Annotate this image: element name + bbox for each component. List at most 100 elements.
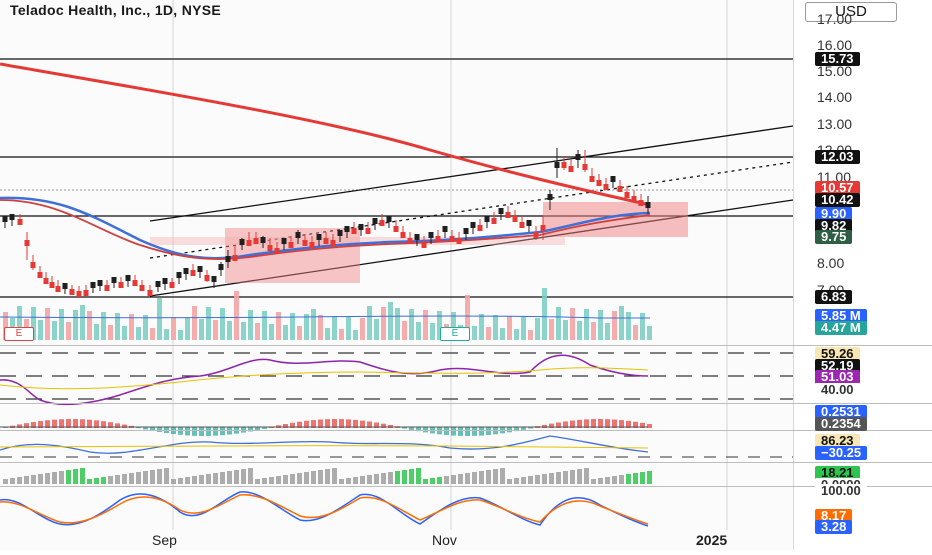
candle-body <box>302 240 308 246</box>
candle-body <box>323 238 329 244</box>
momentum-bar <box>255 479 260 484</box>
candle-body <box>183 268 189 274</box>
x-axis-label: Sep <box>152 532 177 548</box>
momentum-bar <box>115 475 120 484</box>
candle-body <box>30 262 36 268</box>
stoch-badge[interactable]: 8.17 <box>815 509 853 523</box>
macd-badge[interactable]: 0.2354 <box>815 417 867 431</box>
cci-badge[interactable]: −30.25 <box>815 446 868 460</box>
macd-histogram-bar <box>290 422 295 428</box>
price-axis[interactable] <box>793 0 932 550</box>
volume-bar <box>577 321 582 340</box>
macd-histogram-bar <box>353 419 358 428</box>
volume-badge[interactable]: 4.47 M <box>815 321 867 335</box>
momentum-bar <box>528 476 533 484</box>
candle-body <box>309 242 315 248</box>
momentum-bar <box>94 478 99 484</box>
rsi-badge[interactable]: 51.03 <box>815 370 860 384</box>
pane-separator[interactable] <box>0 430 932 431</box>
rsi-badge[interactable]: 52.19 <box>815 359 860 373</box>
momentum-bar <box>171 479 176 484</box>
macd-histogram-bar <box>206 427 211 436</box>
volume-bar <box>521 317 526 340</box>
volume-bar <box>290 313 295 340</box>
channel-mid-line <box>149 161 794 259</box>
price-badge[interactable]: 9.75 <box>815 230 853 244</box>
price-badge[interactable]: 9.82 <box>815 219 853 233</box>
macd-badge[interactable]: 0.2531 <box>815 405 867 419</box>
volume-bar <box>486 327 491 340</box>
stoch-badge[interactable]: 100.00 <box>815 484 867 498</box>
macd-histogram-bar <box>423 427 428 433</box>
candle-body <box>204 275 210 281</box>
momentum-bar <box>269 477 274 484</box>
macd-histogram-bar <box>563 421 568 428</box>
momentum-bar <box>73 469 78 484</box>
macd-histogram-bar <box>192 427 197 436</box>
volume-badge[interactable]: 5.85 M <box>815 309 867 323</box>
candle-body <box>147 290 153 296</box>
pane-separator[interactable] <box>0 462 932 463</box>
momentum-bar <box>129 473 134 484</box>
volume-bar <box>437 311 442 340</box>
candle-body <box>414 234 420 240</box>
candle-body <box>638 200 644 206</box>
volume-bar <box>45 308 50 340</box>
candle-body <box>316 234 322 240</box>
macd-histogram-bar <box>360 420 365 428</box>
price-badge[interactable]: 10.42 <box>815 193 860 207</box>
candle-body <box>421 242 427 248</box>
volume-bar <box>493 315 498 340</box>
price-badge[interactable]: 10.57 <box>815 181 860 195</box>
momentum-bar <box>479 471 484 484</box>
currency-selector[interactable]: USD <box>805 2 897 22</box>
pane-separator[interactable] <box>0 345 932 346</box>
momentum-bar <box>570 470 575 484</box>
earnings-marker[interactable]: E <box>440 327 470 341</box>
momentum-bar <box>24 476 29 484</box>
price-badge[interactable]: 15.73 <box>815 52 860 66</box>
chart-area[interactable] <box>0 0 794 550</box>
candle-body <box>554 162 560 168</box>
volume-bar <box>143 315 148 340</box>
price-badge[interactable]: 9.90 <box>815 207 853 221</box>
candle-body <box>2 216 8 222</box>
momentum-bar <box>486 470 491 484</box>
macd-histogram-bar <box>521 427 526 430</box>
cci-badge[interactable]: 86.23 <box>815 434 860 448</box>
chart-canvas[interactable] <box>0 0 794 550</box>
rsi-badge[interactable]: 59.26 <box>815 347 860 361</box>
volume-bar <box>283 325 288 340</box>
candle-body <box>519 222 525 228</box>
momentum-bar <box>339 479 344 484</box>
volume-bar <box>472 326 477 340</box>
momentum-bar <box>59 471 64 484</box>
volume-bar <box>318 315 323 340</box>
momentum-bar <box>38 474 43 484</box>
macd-histogram-bar <box>213 427 218 436</box>
stoch-badge[interactable]: 3.28 <box>815 520 853 534</box>
macd-histogram-bar <box>388 424 393 428</box>
volume-bar <box>612 311 617 340</box>
momentum-badge[interactable]: 18.21 <box>815 466 860 480</box>
macd-histogram-bar <box>444 427 449 436</box>
ema-20-line <box>0 199 651 260</box>
macd-histogram-bar <box>605 419 610 428</box>
pane-separator[interactable] <box>0 403 932 404</box>
momentum-bar <box>311 471 316 484</box>
macd-histogram-bar <box>17 424 22 428</box>
volume-bar <box>416 322 421 340</box>
earnings-marker[interactable]: E <box>4 327 34 341</box>
macd-histogram-bar <box>416 427 421 432</box>
volume-bar <box>556 307 561 340</box>
momentum-bar <box>108 476 113 484</box>
candle-body <box>49 282 55 288</box>
momentum-bar <box>318 470 323 484</box>
rsi-badge[interactable]: 40.00 <box>815 383 860 397</box>
price-badge[interactable]: 12.03 <box>815 150 860 164</box>
candle-body <box>477 225 483 231</box>
volume-bar <box>549 319 554 340</box>
price-badge[interactable]: 6.83 <box>815 290 853 304</box>
candle-body <box>239 239 245 245</box>
pane-separator[interactable] <box>0 486 932 487</box>
